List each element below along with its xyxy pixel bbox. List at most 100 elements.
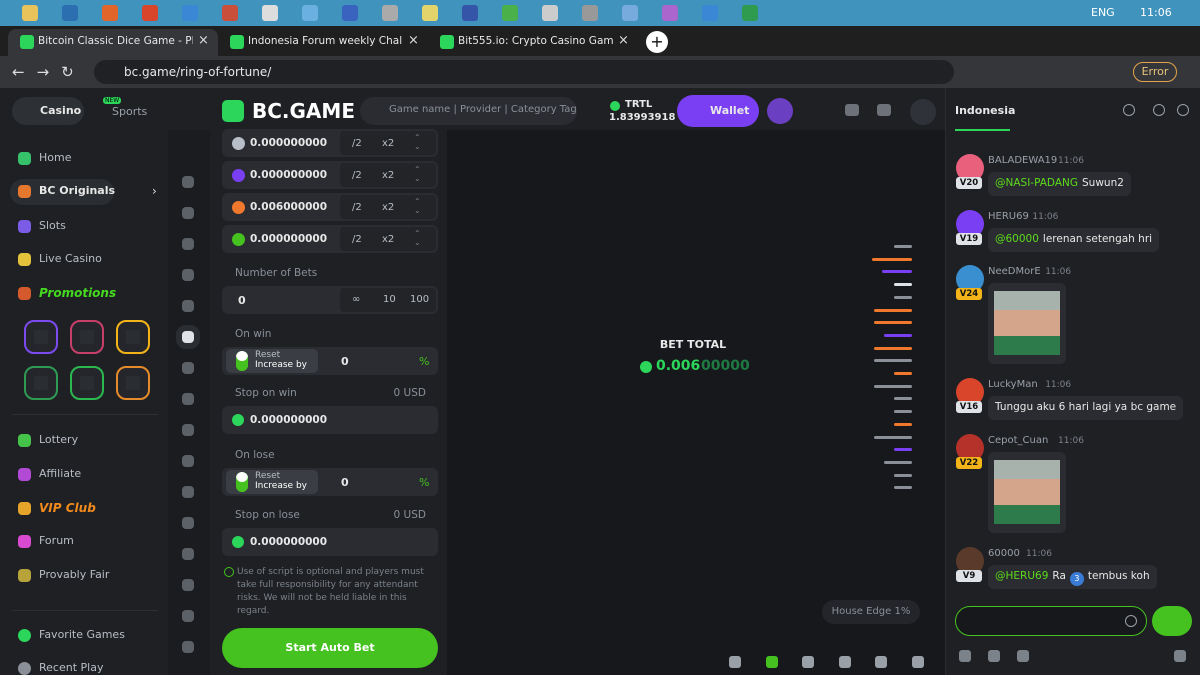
user-name[interactable]: Cepot_Cuan — [988, 435, 1049, 446]
original-game-icon[interactable] — [24, 320, 58, 354]
chat-header-icon[interactable] — [1123, 104, 1135, 116]
stepper[interactable]: ⌃ ⌄ — [414, 197, 421, 215]
toolbar-icon[interactable] — [729, 656, 741, 668]
browser-tab[interactable]: Bitcoin Classic Dice Game - Play | × — [8, 29, 218, 56]
original-game-icon[interactable] — [70, 320, 104, 354]
menu-item[interactable]: Forum — [39, 534, 74, 547]
menu-item[interactable]: Slots — [39, 219, 66, 232]
rail-icon[interactable] — [182, 331, 194, 343]
taskbar-icon[interactable] — [62, 5, 78, 21]
menu-item[interactable]: Favorite Games — [39, 628, 125, 641]
original-game-icon[interactable] — [116, 320, 150, 354]
bet-option[interactable]: 100 — [410, 294, 430, 305]
chat-toggle[interactable] — [910, 99, 936, 125]
rail-icon[interactable] — [182, 548, 194, 560]
menu-item[interactable]: Recent Play — [39, 661, 104, 674]
rail-icon[interactable] — [182, 238, 194, 250]
emoji-button[interactable] — [1125, 615, 1137, 627]
double-button[interactable]: x2 — [382, 138, 395, 149]
chat-tool[interactable] — [1174, 650, 1186, 662]
browser-tab[interactable]: Indonesia Forum weekly Challeng × — [218, 29, 428, 56]
send-button[interactable] — [1152, 606, 1192, 636]
taskbar-icon[interactable] — [702, 5, 718, 21]
chat-tool[interactable] — [1017, 650, 1029, 662]
stepper[interactable]: ⌃ ⌄ — [414, 229, 421, 247]
taskbar-icon[interactable] — [262, 5, 278, 21]
tab-close[interactable]: × — [198, 33, 209, 48]
stepper[interactable]: ⌃ ⌄ — [414, 133, 421, 151]
chat-room[interactable]: Indonesia — [955, 104, 1016, 117]
taskbar-icon[interactable] — [622, 5, 638, 21]
chat-header-icon[interactable] — [1153, 104, 1165, 116]
error-button[interactable]: Error — [1133, 62, 1177, 82]
header-icon[interactable] — [845, 104, 859, 116]
tab-close[interactable]: × — [618, 33, 629, 48]
menu-item[interactable]: VIP Club — [39, 501, 96, 515]
stop-input[interactable] — [222, 406, 438, 434]
rail-icon[interactable] — [182, 269, 194, 281]
menu-item[interactable]: Affiliate — [39, 467, 82, 480]
original-game-icon[interactable] — [70, 366, 104, 400]
half-button[interactable]: /2 — [352, 138, 362, 149]
rail-icon[interactable] — [182, 579, 194, 591]
rail-icon[interactable] — [182, 455, 194, 467]
rail-icon[interactable] — [182, 207, 194, 219]
user-name[interactable]: BALADEWA19 — [988, 155, 1058, 166]
taskbar-icon[interactable] — [222, 5, 238, 21]
new-tab[interactable]: + — [646, 31, 668, 53]
half-button[interactable]: /2 — [352, 234, 362, 245]
taskbar-icon[interactable] — [422, 5, 438, 21]
menu-item[interactable]: BC Originals — [39, 184, 116, 197]
chat-tool[interactable] — [988, 650, 1000, 662]
toolbar-icon[interactable] — [875, 656, 887, 668]
menu-item[interactable]: Lottery — [39, 433, 79, 446]
rail-icon[interactable] — [182, 300, 194, 312]
user-name[interactable]: NeeDMorE — [988, 266, 1041, 277]
mention[interactable]: @HERU69 — [995, 570, 1049, 582]
house-edge[interactable]: House Edge 1% — [822, 600, 920, 624]
taskbar-icon[interactable] — [502, 5, 518, 21]
user-name[interactable]: 60000 — [988, 548, 1020, 559]
nav-buttons[interactable]: ←→↻ — [12, 63, 86, 81]
taskbar-icon[interactable] — [582, 5, 598, 21]
tab-close[interactable]: × — [408, 33, 419, 48]
rail-icon[interactable] — [182, 362, 194, 374]
start-auto-bet[interactable]: Start Auto Bet — [222, 628, 438, 668]
rail-icon[interactable] — [182, 517, 194, 529]
menu-item[interactable]: Promotions — [39, 286, 117, 300]
mention[interactable]: @60000 — [995, 233, 1039, 245]
user-name[interactable]: LuckyMan — [988, 379, 1038, 390]
user-name[interactable]: HERU69 — [988, 211, 1029, 222]
avatar[interactable] — [767, 98, 793, 124]
double-button[interactable]: x2 — [382, 170, 395, 181]
rail-icon[interactable] — [182, 424, 194, 436]
rail-icon[interactable] — [182, 393, 194, 405]
rail-icon[interactable] — [182, 176, 194, 188]
original-game-icon[interactable] — [24, 366, 58, 400]
taskbar-icon[interactable] — [22, 5, 38, 21]
taskbar-icon[interactable] — [462, 5, 478, 21]
menu-item[interactable]: Provably Fair — [39, 568, 110, 581]
double-button[interactable]: x2 — [382, 202, 395, 213]
sports-tab[interactable]: Sports — [112, 105, 148, 118]
url-box[interactable] — [94, 60, 954, 84]
rail-icon[interactable] — [182, 610, 194, 622]
stepper[interactable]: ⌃ ⌄ — [414, 165, 421, 183]
double-button[interactable]: x2 — [382, 234, 395, 245]
taskbar-icon[interactable] — [302, 5, 318, 21]
chat-header-icon[interactable] — [1177, 104, 1189, 116]
bet-option[interactable]: 10 — [383, 294, 396, 305]
taskbar-icon[interactable] — [662, 5, 678, 21]
half-button[interactable]: /2 — [352, 170, 362, 181]
taskbar-icon[interactable] — [342, 5, 358, 21]
menu-item[interactable]: Home — [39, 151, 72, 164]
original-game-icon[interactable] — [116, 366, 150, 400]
casino-tab[interactable]: Casino — [12, 97, 84, 125]
chat-tool[interactable] — [959, 650, 971, 662]
toolbar-icon[interactable] — [766, 656, 778, 668]
menu-item[interactable]: Live Casino — [39, 252, 102, 265]
toolbar-icon[interactable] — [912, 656, 924, 668]
browser-tab[interactable]: Bit555.io: Crypto Casino Games & × — [428, 29, 638, 56]
mention[interactable]: @NASI-PADANG — [995, 177, 1079, 189]
taskbar-icon[interactable] — [182, 5, 198, 21]
